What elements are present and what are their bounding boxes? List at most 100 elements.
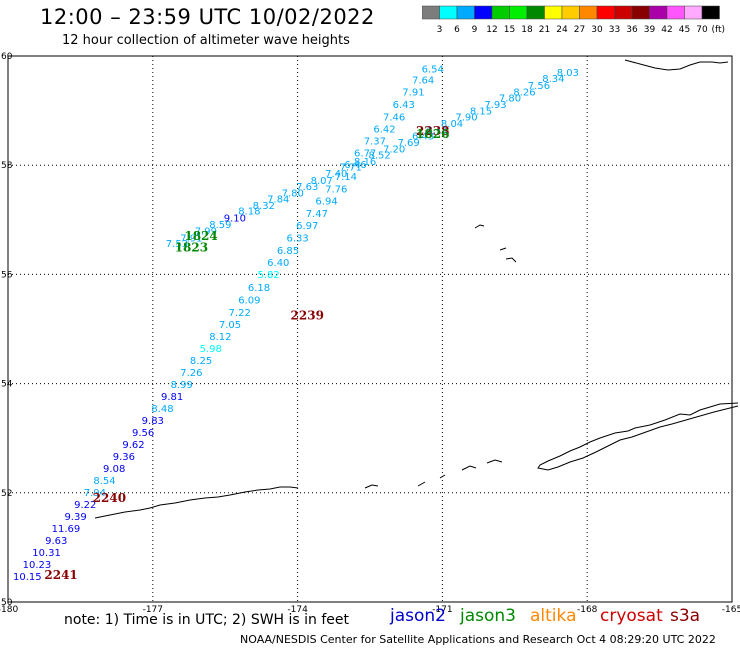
legend-tick-label: 21	[539, 25, 550, 35]
wave-height-point: 8.11	[426, 126, 448, 137]
satellite-label-cryosat: cryosat	[600, 606, 663, 626]
wave-height-point: 6.43	[412, 132, 434, 143]
legend-tick-label: 18	[521, 25, 533, 35]
footer-note: note: 1) Time is in UTC; 2) SWH is in fe…	[64, 612, 350, 628]
island-st-matthew	[474, 224, 517, 263]
wave-height-point: 8.07	[311, 176, 333, 187]
wave-height-point: 6.09	[238, 295, 260, 306]
wave-height-point: 7.40	[325, 169, 347, 180]
wave-height-point: 6.18	[248, 283, 270, 294]
wave-height-point: 8.48	[151, 404, 173, 415]
wave-height-values: 7.537.917.998.599.108.188.327.847.807.63…	[13, 64, 579, 583]
wave-height-point: 9.83	[142, 416, 164, 427]
chart-subtitle: 12 hour collection of altimeter wave hei…	[62, 33, 350, 48]
x-tick-label: -165	[722, 605, 740, 615]
wave-height-point: 7.37	[364, 136, 386, 147]
wave-height-point: 6.54	[422, 64, 444, 75]
wave-height-point: 9.63	[45, 536, 67, 547]
legend-tick-label: 39	[644, 25, 656, 35]
wave-height-point: 7.84	[267, 194, 289, 205]
legend-swatch	[701, 5, 720, 20]
wave-height-point: 8.26	[513, 87, 535, 98]
wave-height-point: 7.91	[180, 234, 202, 245]
wave-height-point: 7.63	[296, 182, 318, 193]
wave-height-point: 8.12	[209, 332, 231, 343]
legend-tick-label: 3	[437, 25, 443, 35]
wave-height-point: 9.56	[132, 428, 154, 439]
island-chain-west	[94, 486, 299, 519]
legend-tick-label: 6	[454, 25, 460, 35]
wave-height-point: 5.82	[258, 270, 280, 281]
wave-height-point: 6.40	[267, 258, 289, 269]
island-chain-central	[364, 459, 503, 489]
wave-height-point: 7.05	[219, 320, 241, 331]
coastline-northeast	[624, 59, 729, 71]
wave-height-point: 7.26	[180, 368, 202, 379]
x-tick-label: -180	[0, 605, 18, 615]
legend-tick-label: 33	[609, 25, 620, 35]
legend-tick-label: 70	[696, 25, 708, 35]
wave-height-point: 7.47	[306, 209, 328, 220]
wave-height-point: 6.85	[277, 246, 299, 257]
legend-tick-label: 15	[504, 25, 515, 35]
wave-height-point: 7.56	[528, 81, 550, 92]
chart-title: 12:00 – 23:59 UTC 10/02/2022	[40, 5, 375, 29]
wave-height-point: 8.59	[209, 220, 231, 231]
satellite-label-s3a: s3a	[670, 606, 701, 626]
wave-height-point: 7.76	[325, 185, 347, 196]
x-tick-label: -174	[287, 605, 308, 615]
y-tick-label: 54	[1, 380, 13, 390]
wave-height-point: 9.62	[122, 440, 144, 451]
wave-height-point: 7.69	[397, 138, 419, 149]
y-tick-label: 56	[1, 270, 13, 280]
wave-height-point: 9.39	[64, 512, 86, 523]
color-scale-legend: 3 6 9 12 15 18 21 24 27 30 33 36 39 42 45 70 (ft)	[422, 5, 726, 35]
wave-height-point: 7.90	[455, 112, 477, 123]
wave-height-point: 6.33	[286, 234, 308, 245]
wave-height-point: 10.31	[32, 548, 61, 559]
wave-height-point: 9.08	[103, 464, 125, 475]
wave-height-point: 8.32	[253, 201, 275, 212]
wave-height-point: 7.22	[229, 308, 251, 319]
wave-height-point: 9.10	[224, 213, 246, 224]
axis-tick-labels: -180 -177 -174 -171 -168 -165 50 52 54 56 58 60	[0, 52, 740, 615]
wave-height-point: 7.80	[282, 188, 304, 199]
wave-height-point: 8.18	[238, 206, 260, 217]
pass-time-label: 1823	[175, 240, 208, 254]
legend-tick-label: 42	[661, 25, 672, 35]
wave-height-point: 9.36	[113, 452, 135, 463]
plot-frame	[7, 55, 733, 603]
pass-time-label: 2239	[291, 309, 324, 323]
wave-height-point: 8.15	[470, 106, 492, 117]
wave-height-point: 10.15	[13, 572, 42, 583]
pass-time-label: 1824	[184, 229, 217, 243]
pass-time-label: 2241	[44, 568, 77, 582]
pass-time-label: 1826	[416, 127, 449, 141]
pass-time-label: 2238	[416, 124, 449, 138]
wave-height-point: 7.46	[383, 112, 405, 123]
wave-height-point: 8.99	[171, 380, 193, 391]
wave-height-point: 7.80	[499, 93, 521, 104]
x-tick-label: -177	[143, 605, 163, 615]
wave-height-point: 8.52	[369, 151, 391, 162]
y-tick-label: 58	[1, 161, 13, 171]
wave-height-point: 8.04	[441, 119, 463, 130]
legend-unit-label: (ft)	[712, 25, 726, 35]
wave-height-point: 7.20	[383, 145, 405, 156]
x-tick-label: -168	[577, 605, 598, 615]
wave-height-point: 8.03	[557, 68, 579, 79]
wave-height-point: 8.25	[190, 356, 212, 367]
wave-height-point: 7.99	[195, 227, 217, 238]
wave-height-point: 8.16	[354, 157, 376, 168]
wave-height-point: 7.71	[340, 163, 362, 174]
wave-height-point: 6.94	[315, 197, 337, 208]
wave-height-point: 8.34	[542, 74, 564, 85]
legend-tick-label: 12	[486, 25, 497, 35]
wave-height-point: 7.53	[166, 239, 188, 250]
legend-tick-label: 24	[556, 25, 568, 35]
satellite-label-jason2: jason2	[390, 606, 446, 626]
satellite-label-jason3: jason3	[460, 606, 516, 626]
wave-height-point: 6.46	[344, 160, 366, 171]
